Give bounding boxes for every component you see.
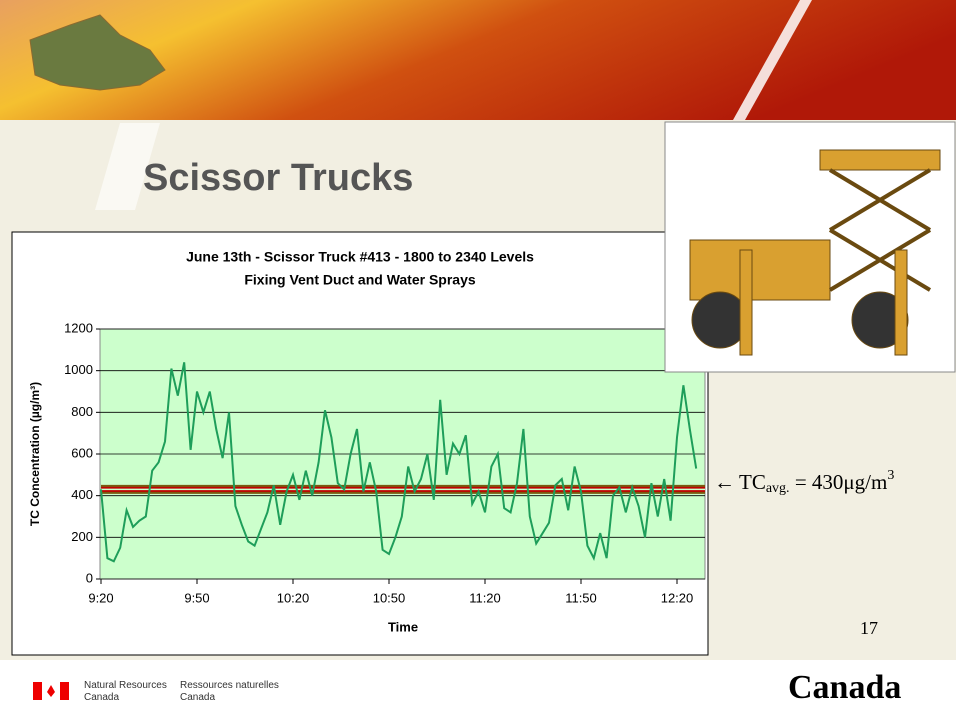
average-annotation: ← TCavg. = 430μg/m3 [714,468,894,496]
y-tick-label: 800 [71,404,93,419]
data-line [100,362,698,563]
footer-fr-2: Canada [180,692,215,703]
footer-fr: Ressources naturelles Canada [180,680,279,703]
y-tick-label: 200 [71,529,93,544]
chart: June 13th - Scissor Truck #413 - 1800 to… [28,249,706,634]
x-tick-label: 11:50 [565,590,597,605]
footer-en: Natural Resources Canada [84,680,167,703]
x-axis-label: Time [388,619,418,634]
chart-title: June 13th - Scissor Truck #413 - 1800 to… [186,249,534,265]
x-tick-label: 10:20 [277,590,310,605]
y-tick-label: 1000 [64,362,93,377]
truck-illustration [689,149,941,356]
x-tick-label: 10:50 [373,590,406,605]
chart-subtitle: Fixing Vent Duct and Water Sprays [244,272,476,288]
y-tick-label: 0 [86,570,93,585]
y-axis-label: TC Concentration (µg/m³) [28,382,42,526]
arrow: ← [714,470,735,494]
footer-en-1: Natural Resources [84,680,167,691]
page-number: 17 [860,618,878,638]
slide-title: Scissor Trucks [143,157,413,199]
x-tick-label: 11:20 [469,590,501,605]
header-slash [733,0,812,120]
y-tick-label: 400 [71,487,93,502]
x-tick-label: 9:20 [88,590,113,605]
footer-en-2: Canada [84,692,119,703]
x-tick-label: 9:50 [184,590,209,605]
x-tick-label: 12:20 [661,590,694,605]
annotation-main: TC [739,470,766,494]
title-slash [95,123,160,210]
y-tick-label: 600 [71,445,93,460]
footer-fr-1: Ressources naturelles [180,680,279,691]
footer [0,660,956,721]
map-icon [29,14,166,91]
flag [33,682,69,700]
annotation-sup: 3 [887,468,894,483]
annotation-rest: = 430μg/m [790,470,888,494]
canada-wordmark: Canada [788,669,901,706]
annotation-sub: avg. [766,481,790,496]
y-tick-label: 1200 [64,320,93,335]
